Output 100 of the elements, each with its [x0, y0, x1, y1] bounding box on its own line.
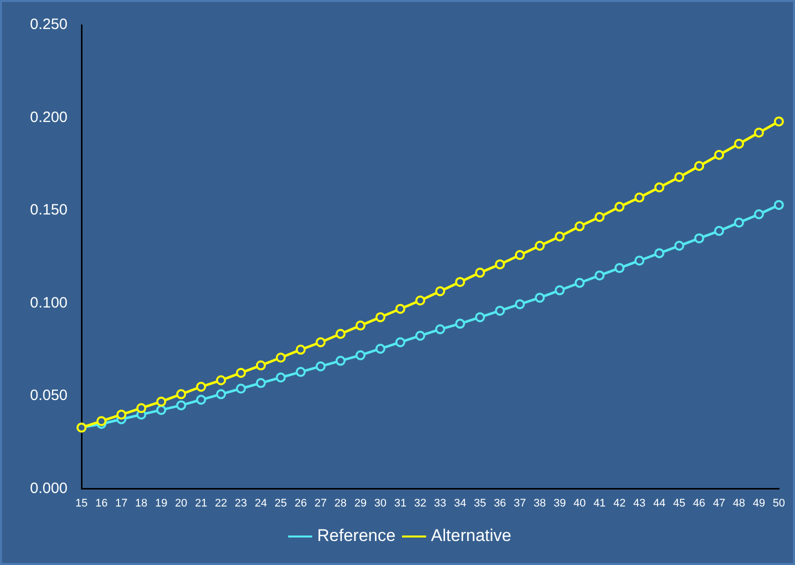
- x-tick-label: 38: [534, 497, 546, 510]
- point: [336, 356, 346, 366]
- point: [236, 368, 246, 378]
- legend-label: Alternative: [431, 526, 512, 546]
- point: [534, 292, 545, 303]
- point: [256, 360, 266, 370]
- point: [574, 221, 585, 232]
- x-tick-label: 44: [653, 497, 666, 510]
- x-tick-label: 30: [374, 497, 387, 510]
- x-tick-label: 39: [554, 497, 566, 510]
- y-tick-label: 0.100: [30, 294, 68, 312]
- x-tick-label: 37: [514, 497, 526, 510]
- point: [196, 394, 206, 405]
- point: [156, 404, 166, 415]
- point: [574, 278, 585, 288]
- point: [336, 328, 346, 339]
- y-tick-label: 0.050: [30, 387, 68, 404]
- point: [494, 259, 505, 270]
- x-tick-label: 47: [712, 497, 726, 510]
- point: [714, 226, 724, 236]
- x-tick-label: 27: [314, 497, 327, 510]
- x-tick-label: 19: [155, 497, 168, 510]
- point: [494, 306, 505, 316]
- point: [594, 270, 605, 280]
- point: [355, 320, 366, 331]
- point: [276, 352, 286, 363]
- point: [196, 382, 206, 392]
- point: [455, 318, 466, 329]
- point: [216, 389, 226, 400]
- x-tick-label: 16: [95, 497, 108, 510]
- point: [156, 396, 166, 407]
- point: [694, 233, 704, 244]
- point: [316, 361, 326, 372]
- point: [395, 304, 406, 314]
- point: [276, 372, 286, 382]
- point: [754, 209, 764, 220]
- x-tick-label: 41: [593, 497, 606, 510]
- point: [176, 400, 186, 410]
- point: [415, 295, 426, 306]
- x-tick-label: 40: [574, 497, 586, 510]
- x-tick-label: 50: [772, 497, 786, 510]
- point: [216, 375, 226, 386]
- point: [674, 240, 684, 251]
- point: [634, 256, 644, 266]
- y-tick-label: 0.200: [30, 108, 68, 126]
- point: [614, 263, 624, 274]
- x-tick-label: 23: [234, 497, 248, 510]
- point: [734, 138, 744, 149]
- point: [455, 276, 466, 287]
- x-tick-label: 15: [75, 497, 88, 510]
- point: [774, 200, 784, 210]
- point: [554, 285, 565, 296]
- point: [654, 182, 664, 192]
- point: [395, 337, 406, 348]
- point: [136, 403, 146, 414]
- x-tick-label: 26: [294, 497, 307, 510]
- point: [355, 350, 366, 360]
- point: [734, 218, 744, 228]
- x-tick-label: 21: [194, 497, 208, 510]
- point: [236, 384, 246, 394]
- x-tick-label: 18: [135, 497, 148, 510]
- point: [116, 410, 126, 420]
- x-tick-label: 35: [474, 497, 486, 510]
- point: [475, 312, 486, 322]
- point: [435, 324, 446, 334]
- point: [714, 150, 724, 160]
- x-tick-label: 45: [673, 497, 686, 510]
- x-tick-label: 49: [752, 497, 766, 510]
- point: [654, 248, 664, 258]
- x-tick-label: 24: [254, 497, 267, 510]
- point: [375, 312, 386, 322]
- x-tick-label: 17: [115, 497, 128, 510]
- point: [754, 128, 764, 138]
- point: [634, 192, 644, 203]
- point: [256, 378, 266, 388]
- point: [554, 231, 565, 242]
- x-tick-label: 48: [732, 497, 746, 510]
- point: [774, 116, 784, 126]
- y-tick-label: 0.150: [30, 202, 68, 219]
- point: [96, 416, 106, 426]
- y-tick-label: 0.250: [30, 16, 68, 34]
- point: [296, 344, 306, 355]
- point: [514, 299, 525, 310]
- x-tick-label: 34: [454, 497, 466, 510]
- x-tick-label: 46: [693, 497, 706, 510]
- x-tick-label: 42: [613, 497, 626, 510]
- point: [514, 250, 525, 260]
- point: [614, 202, 624, 212]
- point: [316, 337, 326, 348]
- x-tick-label: 22: [214, 497, 228, 510]
- point: [694, 160, 704, 171]
- x-tick-label: 20: [175, 497, 188, 510]
- y-tick-label: 0.000: [30, 480, 68, 497]
- x-tick-label: 25: [274, 497, 287, 510]
- point: [435, 286, 446, 296]
- point: [176, 389, 186, 400]
- point: [534, 240, 545, 251]
- x-tick-label: 28: [334, 497, 347, 510]
- x-tick-label: 36: [494, 497, 506, 510]
- x-tick-label: 43: [633, 497, 646, 510]
